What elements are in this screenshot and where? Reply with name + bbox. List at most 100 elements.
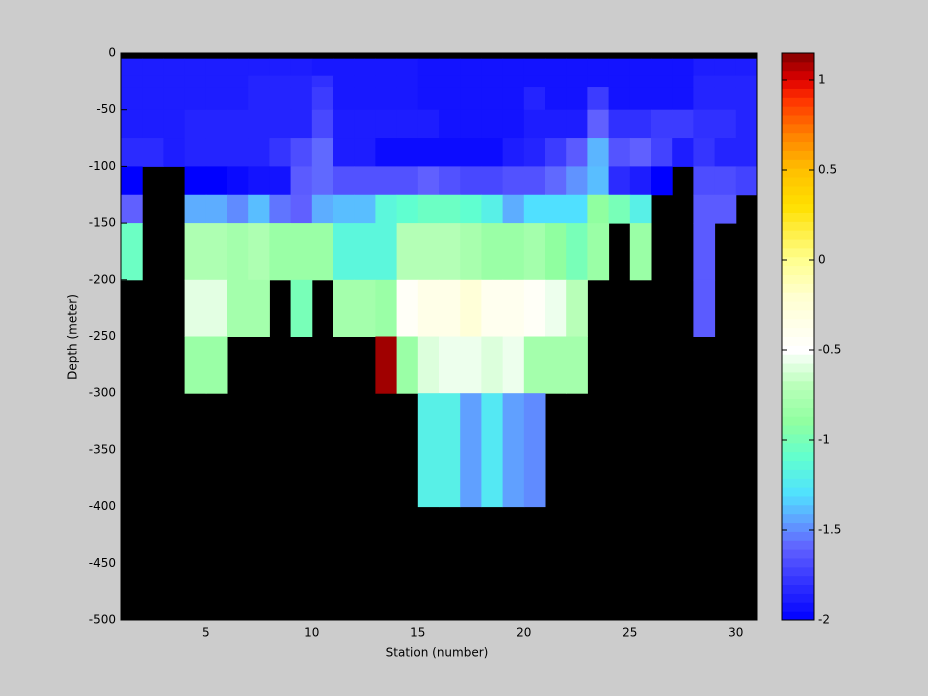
heat-cell [184, 58, 207, 77]
heat-cell [290, 58, 313, 77]
heat-cell [396, 138, 419, 167]
heat-cell [354, 58, 376, 77]
heat-cell [354, 279, 376, 337]
heat-cell [608, 75, 631, 88]
heat-cell [523, 87, 546, 111]
heat-cell [269, 109, 292, 139]
heat-cell [735, 58, 758, 77]
colorbar-band [782, 150, 814, 160]
colorbar-band [782, 593, 814, 603]
heat-cell [184, 75, 207, 88]
heat-cell [566, 279, 588, 337]
heat-cell [502, 58, 525, 77]
heat-cell [163, 138, 186, 167]
heat-cell [417, 393, 440, 508]
heat-cell [417, 109, 440, 139]
heat-cell [354, 138, 376, 167]
heat-cell [375, 75, 398, 88]
heat-cell [396, 336, 419, 394]
colorbar-band [782, 247, 814, 258]
heat-cell [587, 75, 610, 88]
colorbar-band [782, 495, 814, 506]
heat-cell [481, 109, 504, 139]
heat-cell [184, 279, 207, 337]
colorbar-band [782, 212, 814, 222]
heat-cell [227, 58, 249, 77]
heat-cell [481, 138, 504, 167]
colorbar-band [782, 522, 814, 532]
heat-cell [184, 336, 207, 394]
heat-cell [629, 223, 652, 281]
heat-cell [439, 194, 461, 224]
heat-cell [333, 279, 355, 337]
heat-cell [269, 138, 292, 167]
y-tick-label: -150 [89, 216, 116, 230]
y-tick-label: -500 [89, 613, 116, 627]
x-tick-label: 20 [516, 626, 531, 640]
heat-cell [375, 109, 398, 139]
heat-cell [714, 194, 737, 224]
heat-cell [672, 87, 694, 111]
heat-cell [587, 194, 610, 224]
heat-cell [481, 194, 504, 224]
heat-cell [735, 109, 758, 139]
heat-cell [121, 138, 143, 167]
heat-cell [460, 279, 482, 337]
y-tick-label: -400 [89, 499, 116, 513]
heat-cell [460, 166, 482, 196]
heat-cell [269, 194, 292, 224]
heat-cell [121, 75, 143, 88]
heat-cell [417, 58, 440, 77]
heat-cell [481, 166, 504, 196]
heat-cell [693, 75, 716, 88]
heat-cell [205, 138, 228, 167]
heat-cell [290, 223, 313, 281]
colorbar-band [782, 168, 814, 178]
heat-cell [439, 336, 461, 394]
heat-cell [587, 166, 610, 196]
y-tick-label: -450 [89, 556, 116, 570]
heat-cell [375, 194, 398, 224]
colorbar-tick-label: 0.5 [818, 163, 837, 177]
heat-cell [417, 194, 440, 224]
heat-cell [396, 166, 419, 196]
heat-cell [629, 194, 652, 224]
heat-cell [523, 166, 546, 196]
heat-cell [545, 138, 567, 167]
heat-cell [290, 279, 313, 337]
heat-cell [735, 87, 758, 111]
heat-cell [693, 138, 716, 167]
colorbar-band [782, 460, 814, 470]
colorbar-band [782, 141, 814, 151]
colorbar-band [782, 309, 814, 320]
heat-cell [311, 166, 334, 196]
heat-cell [714, 109, 737, 139]
colorbar-band [782, 292, 814, 302]
heat-cell [460, 87, 482, 111]
heat-cell [396, 194, 419, 224]
colorbar-tick-label: 1 [818, 73, 826, 87]
colorbar-band [782, 354, 814, 364]
heat-cell [481, 75, 504, 88]
heat-cell [672, 109, 694, 139]
heat-cell [311, 223, 334, 281]
heat-cell [502, 336, 525, 394]
heat-cell [714, 87, 737, 111]
heat-cell [121, 194, 143, 224]
heat-cell [333, 58, 355, 77]
heat-cell [629, 138, 652, 167]
colorbar-tick-label: -0.5 [818, 343, 841, 357]
heat-cell [566, 336, 588, 394]
heat-cell [248, 194, 270, 224]
colorbar-tick-label: 0 [818, 253, 826, 267]
heat-cell [587, 58, 610, 77]
heat-cell [311, 75, 334, 88]
colorbar-band [782, 70, 814, 81]
heat-cell [439, 223, 461, 281]
heat-cell [672, 138, 694, 167]
heat-cell [417, 336, 440, 394]
colorbar-band [782, 177, 814, 187]
heat-cell [205, 166, 228, 196]
heat-cell [608, 109, 631, 139]
heat-cell [523, 393, 546, 508]
